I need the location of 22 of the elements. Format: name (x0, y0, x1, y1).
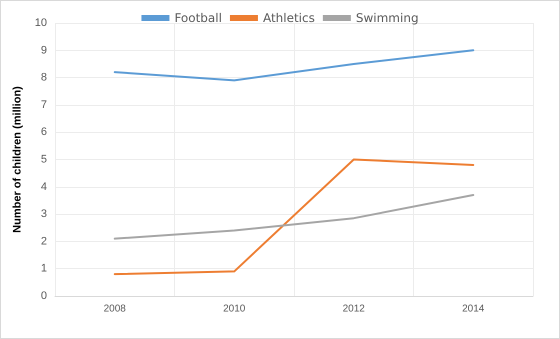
y-tick-label: 10 (34, 17, 47, 29)
legend-label: Swimming (356, 11, 419, 25)
y-tick-label: 9 (40, 44, 47, 56)
line-series (114, 49, 474, 82)
legend-label: Football (174, 11, 222, 25)
y-tick-label: 8 (40, 72, 47, 84)
y-tick-label: 5 (40, 154, 47, 166)
line-series (114, 158, 474, 276)
y-tick-label: 2 (40, 235, 47, 248)
y-axis-title: Number of children (million) (12, 86, 24, 233)
y-tick-label: 1 (40, 262, 47, 275)
line-series (114, 194, 474, 240)
legend-label: Athletics (262, 11, 315, 25)
y-tick-label: 3 (40, 208, 47, 220)
x-tick-label: 2014 (462, 304, 485, 314)
y-tick-label: 6 (40, 126, 47, 138)
y-tick-label: 0 (40, 290, 47, 302)
x-tick-label: 2010 (223, 304, 246, 314)
x-tick-label: 2008 (104, 304, 126, 314)
y-tick-label: 7 (40, 98, 47, 111)
x-tick-label: 2012 (342, 304, 366, 314)
y-tick-label: 4 (40, 180, 47, 193)
